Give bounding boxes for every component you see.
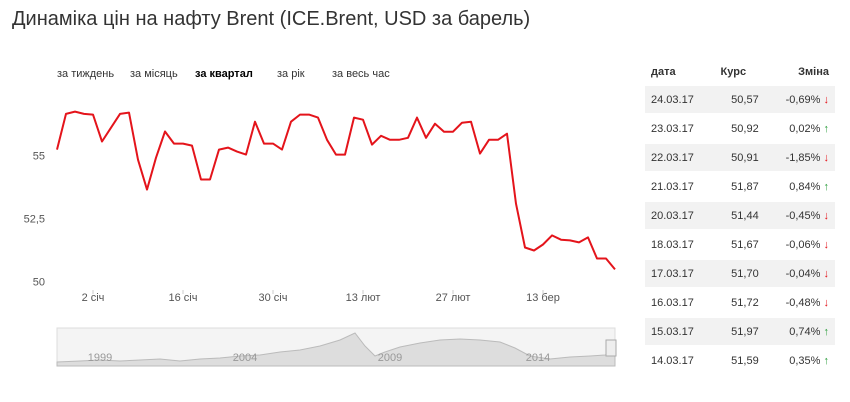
change-arrow: ↓: [823, 209, 830, 222]
navigator: 1999 2004 2009 2014: [56, 327, 617, 367]
table-row: 23.03.17 50,92 0,02% ↑: [645, 115, 835, 142]
change-value: -0,45%: [785, 209, 821, 222]
change-cell: -0,06% ↓: [765, 231, 835, 258]
change-value: 0,74%: [789, 325, 821, 338]
change-value: -0,04%: [785, 267, 821, 280]
change-value: -1,85%: [785, 151, 821, 164]
change-arrow: ↓: [823, 296, 830, 309]
chart: за тиждень за місяць за квартал за рік за ве…: [24, 68, 617, 367]
x-tick-label: 13 бер: [526, 292, 560, 304]
y-tick-label: 50: [33, 276, 45, 288]
date-cell: 23.03.17: [651, 122, 694, 135]
x-tick-label: 16 січ: [169, 292, 198, 304]
change-arrow: ↑: [823, 180, 830, 193]
header-change: Зміна: [798, 66, 829, 78]
x-tick-label: 13 лют: [346, 292, 381, 304]
rate-cell: 51,87: [731, 180, 759, 193]
navigator-label: 1999: [88, 352, 112, 364]
rate-cell: 50,57: [714, 86, 765, 113]
rate-cell: 51,59: [731, 354, 759, 367]
table-row: 22.03.17 50,91 -1,85% ↓: [645, 144, 835, 171]
date-cell: 21.03.17: [651, 180, 694, 193]
change-cell: -0,04% ↓: [764, 260, 835, 287]
date-cell: 14.03.17: [651, 354, 694, 367]
navigator-label: 2009: [378, 352, 402, 364]
table-row: 20.03.17 51,44 -0,45% ↓: [645, 202, 835, 229]
x-tick-label: 30 січ: [259, 292, 288, 304]
change-arrow: ↓: [823, 93, 830, 106]
change-cell: -0,45% ↓: [764, 202, 835, 229]
x-tick-label: 27 лют: [436, 292, 471, 304]
header-rate: Курс: [720, 66, 747, 78]
change-value: 0,84%: [789, 180, 821, 193]
change-cell: -1,85% ↓: [764, 144, 835, 171]
rate-cell: 51,70: [714, 260, 765, 287]
change-arrow: ↓: [823, 238, 830, 251]
range-tab[interactable]: за тиждень: [57, 68, 114, 80]
y-tick-label: 55: [33, 151, 45, 163]
price-line: [56, 110, 616, 271]
table-header: дата Курс Зміна: [645, 60, 835, 84]
date-cell: 15.03.17: [645, 318, 715, 345]
change-value: -0,06%: [785, 238, 821, 251]
navigator-label: 2004: [233, 352, 257, 364]
change-cell: 0,84% ↑: [765, 173, 835, 200]
table-row: 17.03.17 51,70 -0,04% ↓: [645, 260, 835, 287]
date-cell: 17.03.17: [645, 260, 715, 287]
change-value: 0,35%: [789, 354, 821, 367]
change-cell: 0,02% ↑: [765, 115, 835, 142]
date-cell: 22.03.17: [645, 144, 715, 171]
table-row: 21.03.17 51,87 0,84% ↑: [645, 173, 835, 200]
rate-cell: 50,92: [731, 122, 759, 135]
range-tab[interactable]: за місяць: [130, 68, 178, 80]
change-cell: 0,74% ↑: [764, 318, 835, 345]
change-arrow: ↓: [823, 151, 830, 164]
date-cell: 16.03.17: [651, 296, 694, 309]
x-tick-label: 2 січ: [82, 292, 105, 304]
rates-table: дата Курс Зміна 24.03.17 50,57 -0,69% ↓ 23.…: [645, 58, 835, 376]
change-arrow: ↑: [823, 122, 830, 135]
navigator-area: [56, 332, 616, 367]
table-row: 14.03.17 51,59 0,35% ↑: [645, 347, 835, 374]
page-title: Динаміка цін на нафту Brent (ICE.Brent, …: [12, 8, 531, 30]
range-tab[interactable]: за рік: [277, 68, 305, 80]
change-arrow: ↑: [823, 325, 830, 338]
navigator-label: 2014: [526, 352, 550, 364]
rate-cell: 51,97: [714, 318, 765, 345]
navigator-handle[interactable]: [605, 339, 617, 357]
change-arrow: ↓: [823, 267, 830, 280]
rate-cell: 50,91: [714, 144, 765, 171]
change-cell: -0,69% ↓: [764, 86, 835, 113]
rate-cell: 51,72: [731, 296, 759, 309]
change-value: -0,69%: [785, 93, 821, 106]
change-cell: 0,35% ↑: [765, 347, 835, 374]
change-value: -0,48%: [785, 296, 821, 309]
table-row: 18.03.17 51,67 -0,06% ↓: [645, 231, 835, 258]
date-cell: 24.03.17: [645, 86, 715, 113]
rate-cell: 51,44: [714, 202, 765, 229]
date-cell: 20.03.17: [645, 202, 715, 229]
range-tabs: за тиждень за місяць за квартал за рік за ве…: [57, 68, 390, 80]
header-date: дата: [651, 66, 676, 78]
range-tab[interactable]: за квартал: [195, 68, 253, 80]
change-arrow: ↑: [823, 354, 830, 367]
change-value: 0,02%: [789, 122, 821, 135]
change-cell: -0,48% ↓: [765, 289, 835, 316]
table-row: 24.03.17 50,57 -0,69% ↓: [645, 86, 835, 113]
date-cell: 18.03.17: [651, 238, 694, 251]
table-row: 16.03.17 51,72 -0,48% ↓: [645, 289, 835, 316]
y-tick-label: 52,5: [24, 213, 45, 225]
rate-cell: 51,67: [731, 238, 759, 251]
range-tab[interactable]: за весь час: [332, 68, 390, 80]
table-row: 15.03.17 51,97 0,74% ↑: [645, 318, 835, 345]
